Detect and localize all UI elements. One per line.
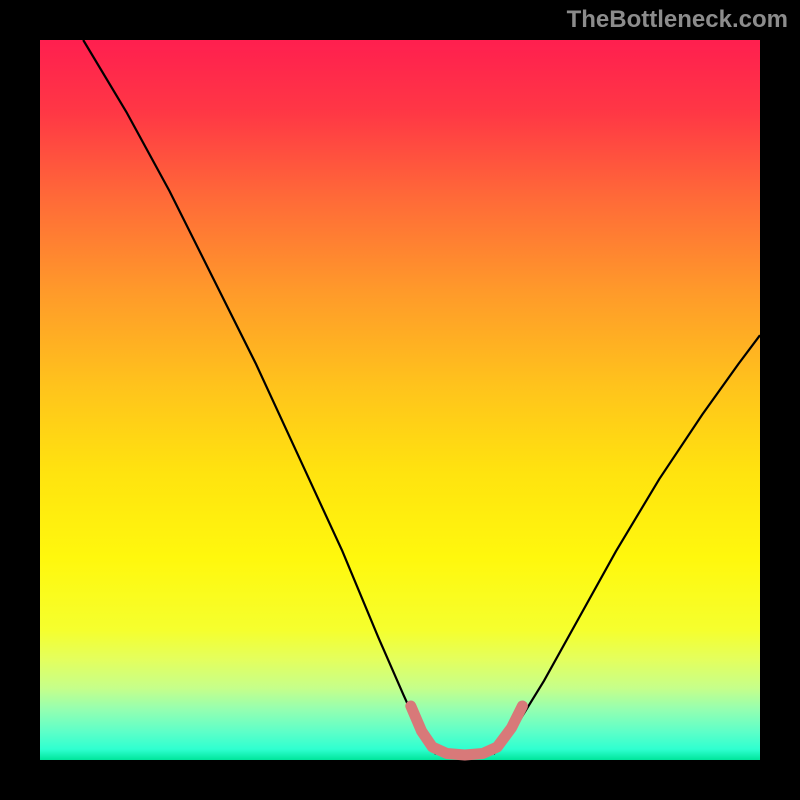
gradient-background: [40, 40, 760, 760]
chart-frame: TheBottleneck.com: [0, 0, 800, 800]
bottleneck-chart: [0, 0, 800, 800]
watermark-text: TheBottleneck.com: [567, 6, 788, 34]
